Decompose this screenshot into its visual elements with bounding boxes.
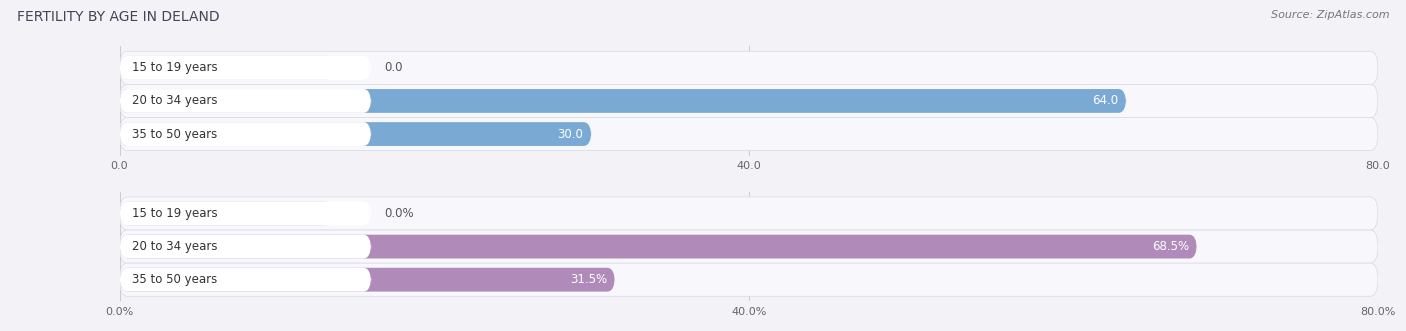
- FancyBboxPatch shape: [120, 235, 371, 259]
- FancyBboxPatch shape: [120, 56, 371, 80]
- Text: 15 to 19 years: 15 to 19 years: [132, 207, 218, 220]
- FancyBboxPatch shape: [120, 268, 614, 292]
- FancyBboxPatch shape: [120, 84, 1378, 118]
- FancyBboxPatch shape: [120, 235, 371, 259]
- Text: 64.0: 64.0: [1092, 94, 1118, 108]
- FancyBboxPatch shape: [120, 202, 371, 225]
- FancyBboxPatch shape: [120, 263, 1378, 296]
- FancyBboxPatch shape: [120, 235, 1197, 259]
- FancyBboxPatch shape: [120, 202, 371, 225]
- Text: 0.0%: 0.0%: [384, 207, 413, 220]
- FancyBboxPatch shape: [120, 268, 371, 292]
- Text: 35 to 50 years: 35 to 50 years: [132, 273, 218, 286]
- FancyBboxPatch shape: [120, 122, 592, 146]
- FancyBboxPatch shape: [120, 230, 1378, 263]
- Text: 20 to 34 years: 20 to 34 years: [132, 94, 218, 108]
- FancyBboxPatch shape: [120, 56, 371, 80]
- FancyBboxPatch shape: [120, 56, 333, 80]
- Text: 20 to 34 years: 20 to 34 years: [132, 240, 218, 253]
- FancyBboxPatch shape: [120, 118, 1378, 151]
- FancyBboxPatch shape: [120, 202, 333, 225]
- Text: 31.5%: 31.5%: [569, 273, 607, 286]
- FancyBboxPatch shape: [120, 89, 1126, 113]
- Text: 35 to 50 years: 35 to 50 years: [132, 127, 218, 141]
- Text: 68.5%: 68.5%: [1152, 240, 1189, 253]
- Text: 15 to 19 years: 15 to 19 years: [132, 61, 218, 74]
- FancyBboxPatch shape: [120, 89, 371, 113]
- FancyBboxPatch shape: [120, 268, 371, 292]
- FancyBboxPatch shape: [120, 89, 371, 113]
- FancyBboxPatch shape: [120, 122, 371, 146]
- Text: Source: ZipAtlas.com: Source: ZipAtlas.com: [1271, 10, 1389, 20]
- Text: FERTILITY BY AGE IN DELAND: FERTILITY BY AGE IN DELAND: [17, 10, 219, 24]
- Text: 0.0: 0.0: [384, 61, 402, 74]
- FancyBboxPatch shape: [120, 122, 371, 146]
- FancyBboxPatch shape: [120, 51, 1378, 84]
- Text: 30.0: 30.0: [558, 127, 583, 141]
- FancyBboxPatch shape: [120, 197, 1378, 230]
